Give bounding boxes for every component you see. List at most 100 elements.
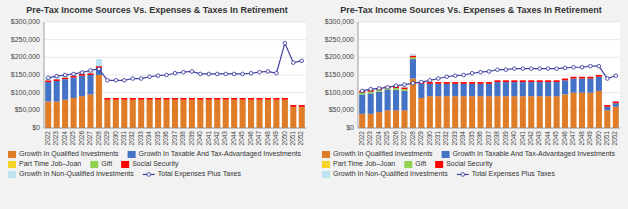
bar <box>130 98 136 100</box>
marker <box>394 84 398 88</box>
bar <box>478 82 484 84</box>
legend-label: Growth In Taxable And Tax-Advantaged Inv… <box>139 150 302 158</box>
bar <box>282 98 288 100</box>
bar <box>486 84 492 96</box>
legend-item: Part Time Job–Joan <box>322 160 395 168</box>
y-tick-label: $250,000 <box>11 36 40 43</box>
y-tick-label: $100,000 <box>11 89 40 96</box>
legend-swatch <box>322 171 330 178</box>
grid-line <box>44 128 306 129</box>
legend-item: Growth In Taxable And Tax-Advantaged Inv… <box>128 150 302 158</box>
legend-label: Gift <box>415 160 426 167</box>
legend-label: Part Time Job–Joan <box>333 160 395 167</box>
bar <box>587 79 593 93</box>
bar <box>155 97 161 98</box>
marker <box>513 67 517 71</box>
bar <box>79 96 85 128</box>
bar <box>96 75 102 128</box>
marker <box>386 86 390 90</box>
x-tick-label: 2027 <box>86 131 93 146</box>
marker <box>122 79 126 83</box>
legend-item: Social Security <box>121 160 179 168</box>
bar <box>554 80 560 81</box>
bar <box>511 82 517 96</box>
bar <box>96 59 102 66</box>
marker <box>232 72 236 76</box>
x-tick-label: 2040 <box>196 131 203 146</box>
bar <box>427 96 433 128</box>
bar <box>231 98 237 100</box>
bar <box>410 57 416 59</box>
bar <box>299 105 305 106</box>
bar <box>562 79 568 81</box>
legend-label: Total Expenses Plus Taxes <box>158 170 242 178</box>
x-tick-label: 2028 <box>409 131 416 146</box>
legend-item: Growth In Non-Qualified Investments <box>8 170 134 178</box>
bar <box>478 96 484 128</box>
x-tick-label: 2049 <box>586 131 593 146</box>
marker <box>538 67 542 71</box>
bar <box>121 98 127 100</box>
bar <box>613 101 619 102</box>
bar <box>385 90 391 110</box>
x-tick-label: 2047 <box>569 131 576 146</box>
plot-area <box>358 22 620 128</box>
bar <box>562 78 568 79</box>
bar <box>79 76 85 96</box>
bar <box>444 84 450 96</box>
bar <box>452 82 458 84</box>
x-tick-label: 2023 <box>366 131 373 146</box>
bar <box>265 98 271 100</box>
x-tick-label: 2051 <box>289 131 296 146</box>
bar <box>104 97 110 98</box>
x-tick-label: 2046 <box>561 131 568 146</box>
bar <box>113 97 119 98</box>
bar <box>461 84 467 96</box>
x-tick-label: 2041 <box>519 131 526 146</box>
marker <box>420 80 424 84</box>
x-tick-label: 2023 <box>52 131 59 146</box>
bar <box>520 80 526 82</box>
legend-label: Social Security <box>446 160 493 168</box>
bar <box>155 100 161 128</box>
bar <box>393 90 399 110</box>
bar <box>435 96 441 128</box>
marker <box>555 67 559 71</box>
bar <box>587 93 593 128</box>
bar <box>435 82 441 84</box>
bar <box>376 112 382 128</box>
x-tick-label: 2044 <box>544 131 551 146</box>
bar <box>444 82 450 84</box>
bar <box>486 82 492 84</box>
marker <box>258 70 262 74</box>
legend-swatch-marker <box>461 173 465 177</box>
marker <box>369 87 373 91</box>
bar <box>240 100 246 128</box>
grid-line <box>44 22 306 23</box>
bar <box>554 96 560 128</box>
bar <box>273 98 279 100</box>
legend-swatch <box>435 161 443 168</box>
bar <box>596 75 602 76</box>
marker <box>283 41 287 45</box>
bar <box>537 82 543 96</box>
x-tick-label: 2031 <box>434 131 441 146</box>
x-tick-label: 2039 <box>502 131 509 146</box>
x-tick-label: 2033 <box>451 131 458 146</box>
legend-label: Growth In Qualified Investments <box>333 150 433 158</box>
legend-item: Total Expenses Plus Taxes <box>457 170 556 178</box>
bar <box>503 82 509 96</box>
legend-label: Growth In Non-Qualified Investments <box>333 170 448 178</box>
bar <box>214 97 220 98</box>
marker <box>215 72 219 76</box>
x-tick-label: 2052 <box>611 131 618 146</box>
x-tick-label: 2024 <box>375 131 382 146</box>
bar <box>248 98 254 100</box>
bar <box>223 100 229 128</box>
legend-swatch <box>8 171 16 178</box>
x-tick-label: 2025 <box>69 131 76 146</box>
x-tick-label: 2042 <box>527 131 534 146</box>
x-tick-label: 2031 <box>120 131 127 146</box>
marker <box>572 65 576 69</box>
legend-label: Growth In Non-Qualified Investments <box>19 170 134 178</box>
